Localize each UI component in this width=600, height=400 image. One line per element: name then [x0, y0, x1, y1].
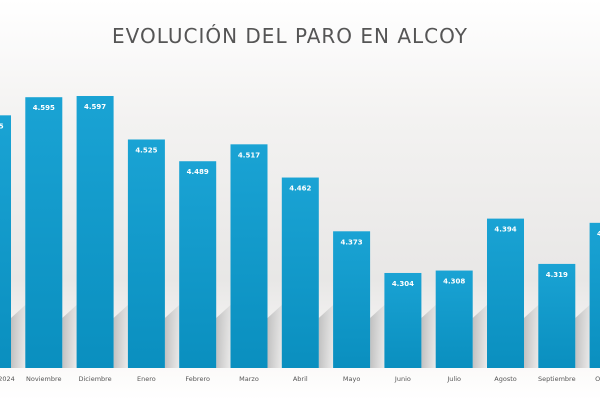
x-tick-label: Febrero	[185, 375, 210, 383]
x-tick-label: Agosto	[494, 375, 516, 383]
data-label: 4.595	[33, 104, 55, 112]
bar	[25, 97, 63, 368]
data-label: 4.373	[341, 238, 363, 246]
data-label: 4.489	[187, 168, 209, 176]
bar	[333, 231, 371, 368]
bar	[76, 96, 114, 368]
x-tick-label: Octubre 2024	[0, 375, 15, 383]
data-label: 4.387	[597, 230, 600, 238]
x-tick-label: Octubre	[595, 375, 600, 383]
data-label: 4.565	[0, 122, 4, 130]
x-tick-label: Enero	[137, 375, 156, 383]
bar	[538, 263, 576, 368]
x-tick-label: Marzo	[239, 375, 259, 383]
data-label: 4.319	[546, 271, 568, 279]
bar	[435, 270, 473, 368]
bar	[384, 272, 422, 368]
bar	[487, 218, 524, 368]
chart-title: EVOLUCIÓN DEL PARO EN ALCOY	[111, 24, 469, 48]
bar	[230, 144, 268, 368]
data-label: 4.525	[135, 146, 157, 154]
bar	[0, 115, 11, 368]
x-tick-label: Junio	[394, 375, 411, 383]
bar	[127, 139, 165, 368]
data-label: 4.308	[443, 278, 465, 286]
data-label: 4.304	[392, 280, 414, 288]
bar	[179, 161, 217, 368]
data-label: 4.597	[84, 103, 106, 111]
bar	[281, 177, 319, 368]
data-label: 4.517	[238, 151, 260, 159]
data-label: 4.462	[289, 185, 311, 193]
x-tick-label: Mayo	[343, 375, 360, 383]
data-label: 4.394	[494, 226, 516, 234]
x-tick-label: Diciembre	[79, 375, 112, 383]
x-tick-label: Septiembre	[538, 375, 576, 383]
x-tick-label: Abril	[293, 375, 308, 383]
x-tick-label: Julio	[446, 375, 461, 383]
x-tick-label: Noviembre	[26, 375, 61, 383]
bar	[589, 222, 600, 368]
